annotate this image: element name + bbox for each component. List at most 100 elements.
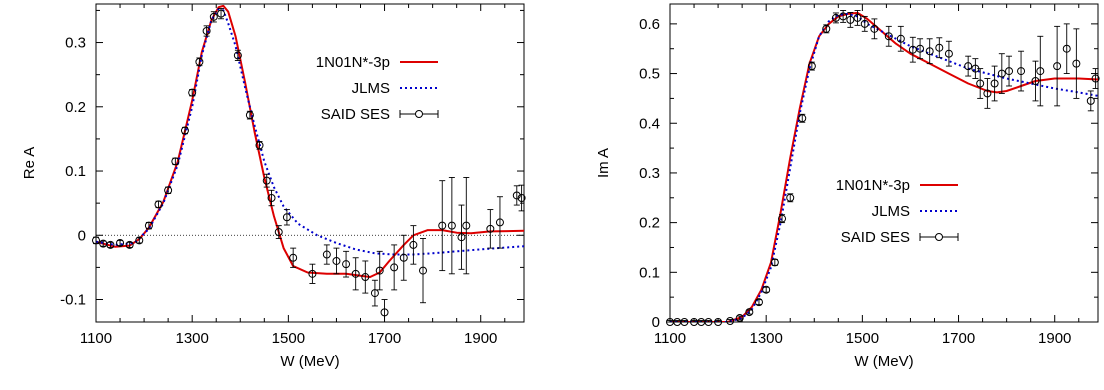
data-point (486, 224, 495, 233)
y-tick-label: 0.1 (639, 264, 660, 281)
data-point (778, 214, 787, 223)
data-point (195, 57, 204, 66)
data-point (135, 236, 144, 245)
x-tick-label: 1900 (464, 330, 497, 347)
data-point (462, 221, 471, 230)
data-point (770, 258, 779, 267)
data-point (245, 111, 254, 120)
y-tick-label: 0.1 (65, 163, 86, 180)
data-point (457, 233, 466, 242)
y-tick-label: 0 (652, 314, 660, 331)
data-point (726, 317, 735, 326)
data-point (262, 176, 271, 185)
data-point (846, 15, 855, 24)
x-tick-label: 1500 (846, 330, 879, 347)
data-point (925, 47, 934, 56)
data-point (762, 285, 771, 294)
legend-label: 1N01N*-3p (836, 177, 910, 194)
data-point (399, 253, 408, 262)
data-point (983, 89, 992, 98)
data-point (798, 114, 807, 123)
data-point (1086, 96, 1095, 105)
legend-label: 1N01N*-3p (316, 54, 390, 71)
data-point (870, 24, 879, 33)
data-point (1005, 67, 1014, 76)
data-point (164, 186, 173, 195)
x-tick-label: 1700 (942, 330, 975, 347)
y-tick-label: 0.4 (639, 115, 660, 132)
x-tick-label: 1100 (654, 330, 686, 347)
x-tick-label: 1100 (80, 330, 112, 347)
x-axis-label: W (MeV) (854, 353, 913, 370)
data-point (896, 34, 905, 43)
data-point (438, 221, 447, 230)
data-point (807, 62, 816, 71)
data-point (822, 24, 831, 33)
data-point (1017, 67, 1026, 76)
data-point (1036, 67, 1045, 76)
x-tick-label: 1300 (749, 330, 782, 347)
series-line-jlms (96, 8, 524, 256)
data-point (332, 256, 341, 265)
data-point (233, 51, 242, 60)
legend-marker (935, 233, 943, 241)
y-tick-label: 0.3 (639, 165, 660, 182)
data-point (267, 194, 276, 203)
data-point (512, 191, 521, 200)
data-point (997, 69, 1006, 78)
data-point (274, 228, 283, 237)
series-line-model (96, 4, 524, 278)
data-point (517, 194, 526, 203)
data-point (282, 213, 291, 222)
data-point (380, 308, 389, 317)
data-point (217, 9, 226, 18)
data-point (351, 269, 360, 278)
x-tick-label: 1300 (175, 330, 208, 347)
data-point (447, 221, 456, 230)
data-point (495, 218, 504, 227)
data-point (202, 26, 211, 35)
data-point (704, 318, 713, 326)
x-tick-label: 1500 (272, 330, 305, 347)
data-point (680, 318, 689, 326)
data-point (976, 79, 985, 88)
data-point (990, 79, 999, 88)
data-point (1091, 74, 1100, 83)
data-point (92, 236, 100, 245)
data-point (106, 240, 115, 249)
data-point (735, 314, 744, 323)
y-tick-label: 0.5 (639, 66, 660, 83)
legend-label: JLMS (352, 80, 390, 97)
y-tick-label: 0.2 (65, 99, 86, 116)
data-point (289, 253, 298, 262)
data-point (831, 13, 840, 22)
data-point (916, 44, 925, 53)
y-axis-label: Im A (595, 148, 612, 178)
data-point (180, 126, 189, 135)
data-point (1031, 77, 1040, 86)
plot-frame (95, 3, 525, 323)
data-point (342, 260, 351, 269)
right-panel-im-a: 1100 1300 1500 1700 1900 0 0.1 0.2 0.3 0.4 0.5 0.6 W… (595, 3, 1100, 370)
x-tick-label: 1900 (1038, 330, 1071, 347)
data-point (839, 12, 848, 21)
data-point (154, 200, 163, 209)
data-point (1062, 44, 1071, 53)
y-axis-label: Re A (21, 147, 38, 180)
data-point (1072, 59, 1081, 68)
plot-frame (669, 3, 1099, 323)
data-point (209, 12, 218, 21)
data-point (935, 43, 944, 52)
series-line-model (670, 11, 1098, 322)
y-tick-label: 0.2 (639, 215, 660, 232)
data-point (255, 141, 264, 150)
data-point (125, 240, 134, 249)
y-tick-label: 0.3 (65, 35, 86, 52)
series-line-jlms (670, 12, 1098, 322)
data-point (188, 88, 197, 97)
legend-label: SAID SES (841, 229, 910, 246)
data-point (745, 308, 754, 317)
data-point (419, 266, 428, 275)
x-tick-label: 1700 (368, 330, 401, 347)
data-point (116, 238, 125, 247)
